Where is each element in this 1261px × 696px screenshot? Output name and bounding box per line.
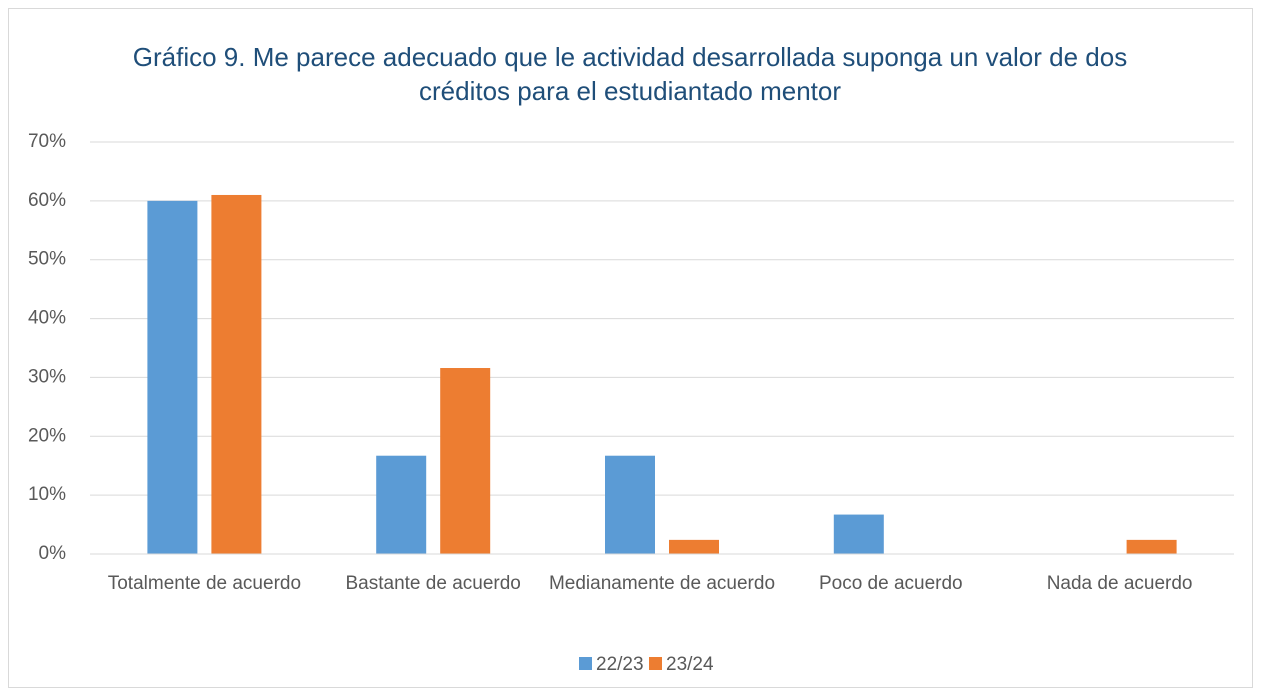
y-tick-label: 30% — [28, 366, 66, 387]
y-tick-label: 70% — [28, 131, 66, 152]
y-tick-label: 0% — [39, 543, 67, 564]
bar — [1126, 539, 1177, 554]
y-tick-label: 10% — [28, 484, 66, 505]
bar — [376, 455, 427, 554]
bar — [833, 514, 884, 554]
x-tick-label: Totalmente de acuerdo — [107, 573, 302, 594]
bar — [211, 194, 262, 554]
legend-swatch — [649, 657, 662, 670]
y-tick-label: 60% — [28, 190, 66, 211]
x-tick-label: Poco de acuerdo — [818, 573, 963, 594]
legend-label: 23/24 — [666, 654, 714, 675]
x-tick-label: Medianamente de acuerdo — [548, 573, 776, 594]
chart-title: Gráfico 9. Me parece adecuado que le act… — [132, 42, 1128, 106]
bar — [669, 539, 719, 554]
y-tick-label: 40% — [28, 308, 66, 329]
x-tick-label: Nada de acuerdo — [1046, 573, 1193, 594]
bar — [440, 368, 491, 554]
bar — [605, 455, 655, 554]
bar — [147, 200, 198, 554]
x-tick-label: Bastante de acuerdo — [345, 573, 521, 594]
y-tick-label: 20% — [28, 425, 66, 446]
legend-swatch — [579, 657, 592, 670]
y-tick-label: 50% — [28, 249, 66, 270]
legend-label: 22/23 — [596, 654, 644, 675]
